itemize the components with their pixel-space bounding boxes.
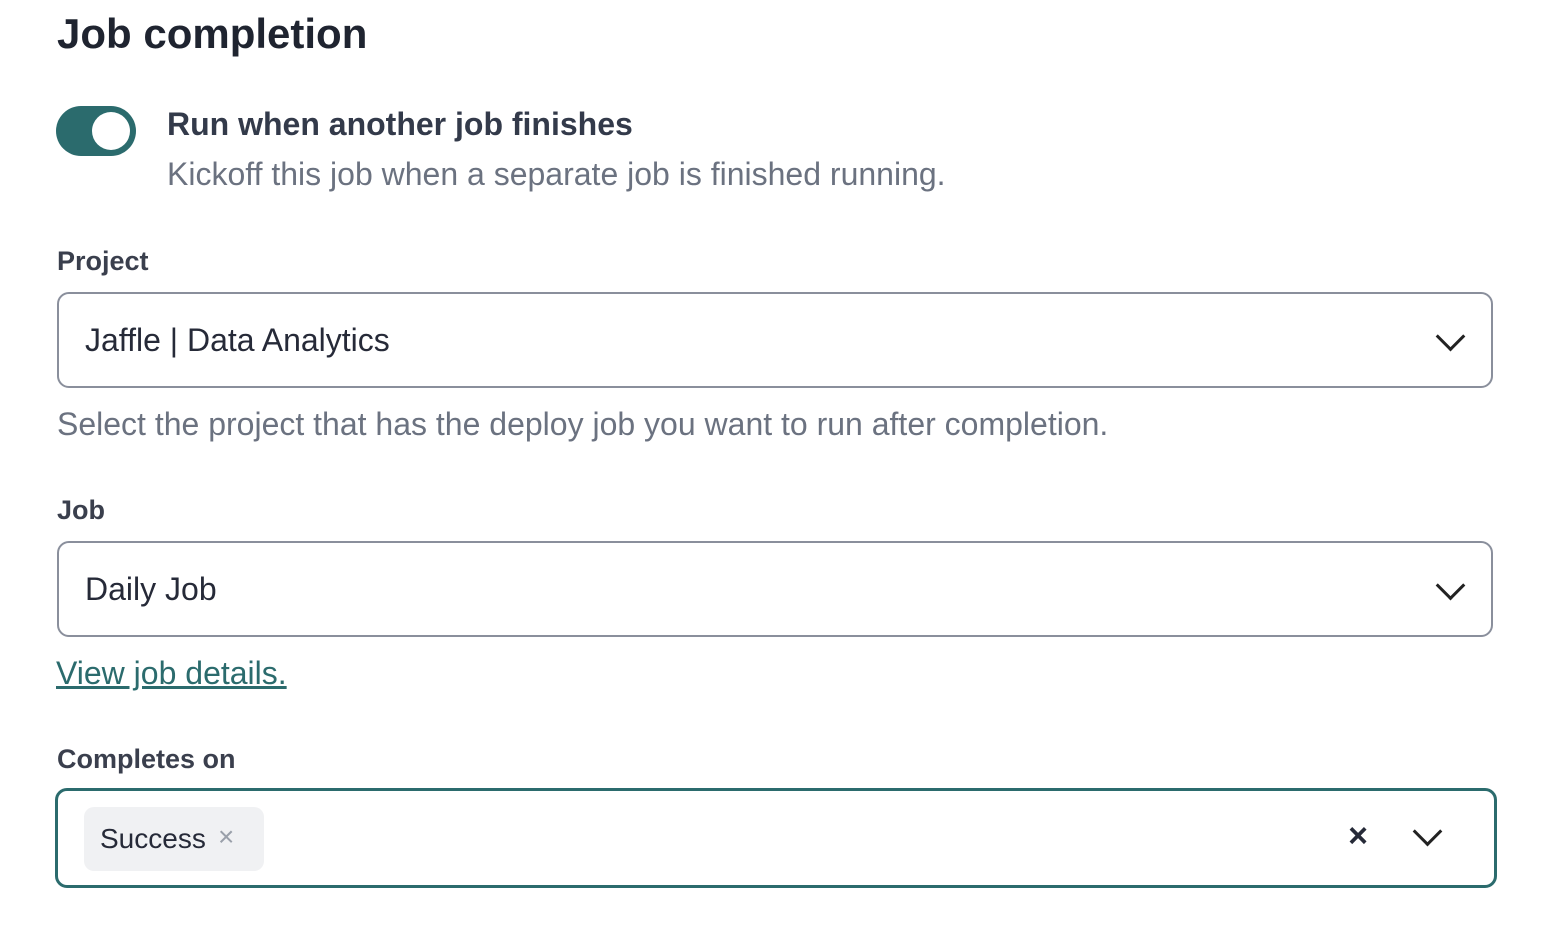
project-value: Jaffle | Data Analytics	[85, 322, 390, 358]
toggle-description: Kickoff this job when a separate job is …	[167, 156, 946, 192]
project-help: Select the project that has the deploy j…	[57, 406, 1109, 442]
tag-remove-icon[interactable]: ×	[218, 821, 235, 852]
project-select[interactable]: Jaffle | Data Analytics	[57, 292, 1493, 388]
completes-on-select[interactable]: Success × ×	[55, 788, 1497, 888]
job-select[interactable]: Daily Job	[57, 541, 1493, 637]
job-label: Job	[57, 495, 106, 525]
toggle-knob	[92, 112, 130, 150]
project-label: Project	[57, 246, 149, 276]
job-value: Daily Job	[85, 571, 217, 607]
section-title: Job completion	[57, 10, 368, 57]
chevron-down-icon[interactable]	[1435, 321, 1466, 352]
tag-success: Success ×	[84, 807, 264, 871]
run-after-job-toggle[interactable]	[56, 106, 136, 156]
tag-label: Success	[100, 823, 206, 854]
view-job-details-link[interactable]: View job details.	[56, 655, 287, 691]
clear-icon[interactable]: ×	[1348, 817, 1368, 855]
chevron-down-icon[interactable]	[1412, 816, 1443, 847]
completes-on-label: Completes on	[57, 744, 236, 774]
chevron-down-icon[interactable]	[1435, 570, 1466, 601]
toggle-label: Run when another job finishes	[167, 106, 633, 142]
